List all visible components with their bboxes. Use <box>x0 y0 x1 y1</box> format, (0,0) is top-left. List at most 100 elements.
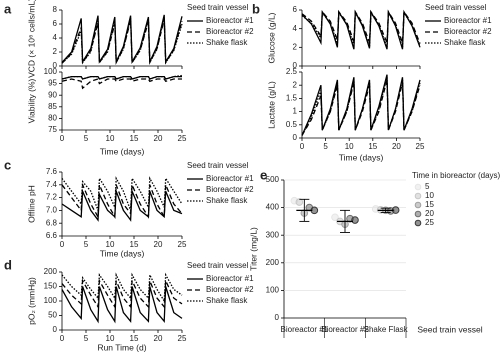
x-tick-label: 0 <box>60 240 65 249</box>
y-tick-label: 100 <box>44 67 58 76</box>
legend-label: Bioreactor #1 <box>206 274 254 283</box>
panel-label: e <box>260 167 267 182</box>
data-line <box>61 184 183 220</box>
y-axis-title: pO₂ (mmHg) <box>26 277 36 325</box>
legend-swatch <box>414 210 422 218</box>
legend-label: Bioreactor #2 <box>206 185 254 194</box>
y-tick-label: 0 <box>53 61 58 70</box>
x-tick-label: 20 <box>154 334 163 343</box>
data-line <box>61 74 183 80</box>
x-axis-title: Run Time (d) <box>97 342 146 352</box>
y-tick-label: 400 <box>266 203 280 212</box>
data-line <box>61 190 183 222</box>
y-axis-title: Viability (%) <box>26 78 36 123</box>
y-tick-label: 6 <box>293 5 298 14</box>
y-tick-label: 100 <box>266 286 280 295</box>
x-tick-label: 15 <box>130 334 139 343</box>
x-tick-label: 15 <box>130 134 139 143</box>
x-tick-label: 25 <box>178 240 187 249</box>
data-point <box>295 198 304 206</box>
x-tick-label: 20 <box>392 142 401 151</box>
legend-label: Bioreactor #2 <box>206 27 254 36</box>
legend-label: 25 <box>425 218 434 227</box>
data-line <box>301 77 421 136</box>
x-tick-label: 5 <box>323 142 328 151</box>
y-tick-label: 6.8 <box>46 218 58 227</box>
x-tick-label: 5 <box>84 134 89 143</box>
x-tick-label: 25 <box>416 142 425 151</box>
y-tick-label: 6.6 <box>46 231 58 240</box>
x-tick-label: Bioreactor #1 <box>281 325 329 334</box>
y-axis-title: Lactate (g/L) <box>266 81 276 129</box>
x-tick-label: 0 <box>60 334 65 343</box>
legend-label: Bioreactor #2 <box>444 27 492 36</box>
legend-swatch <box>414 201 422 209</box>
legend-title: Time in bioreactor (days) <box>412 171 500 180</box>
legend-label: Shake flask <box>206 196 248 205</box>
data-line <box>61 176 183 211</box>
data-point <box>351 216 359 224</box>
y-tick-label: 75 <box>48 125 57 134</box>
y-tick-label: 7.6 <box>46 167 58 176</box>
y-tick-label: 95 <box>48 79 57 88</box>
data-point <box>331 213 339 222</box>
legend-label: Shake flask <box>206 296 248 305</box>
y-axis-title: Titer (mg/L) <box>248 227 258 271</box>
y-tick-label: 7.0 <box>46 206 58 215</box>
y-tick-label: 0 <box>53 325 58 334</box>
x-tick-label: 10 <box>345 142 354 151</box>
y-tick-label: 0 <box>293 61 298 70</box>
x-tick-label: 25 <box>178 334 187 343</box>
legend-label: 15 <box>425 200 434 209</box>
y-tick-label: 500 <box>266 175 280 184</box>
legend-title: Seed train vessel <box>187 161 249 170</box>
legend-swatch <box>414 183 422 191</box>
y-tick-label: 50 <box>48 311 57 320</box>
x-axis-title: Seed train vessel <box>417 324 482 334</box>
x-tick-label: 10 <box>106 240 115 249</box>
panel-label: d <box>4 257 12 272</box>
y-tick-label: 0 <box>293 133 298 142</box>
x-tick-label: 15 <box>130 240 139 249</box>
x-tick-label: 15 <box>368 142 377 151</box>
y-tick-label: 7.4 <box>46 180 58 189</box>
data-line <box>61 286 183 324</box>
x-axis-title: Time (days) <box>100 248 145 258</box>
x-tick-label: 20 <box>154 240 163 249</box>
data-line <box>301 9 421 44</box>
y-axis-title: Offline pH <box>26 185 36 223</box>
y-axis-title: VCD (× 10⁶ cells/mL) <box>26 0 36 78</box>
y-tick-label: 6 <box>53 19 58 28</box>
legend-label: Bioreactor #1 <box>444 16 492 25</box>
data-line <box>301 10 421 48</box>
x-tick-label: Bioreactor #2 <box>321 325 369 334</box>
x-tick-label: 10 <box>106 334 115 343</box>
y-tick-label: 8 <box>53 5 58 14</box>
y-tick-label: 4 <box>53 33 58 42</box>
y-tick-label: 4 <box>293 24 298 33</box>
x-tick-label: 25 <box>178 134 187 143</box>
legend-label: 5 <box>425 182 430 191</box>
y-tick-label: 85 <box>48 102 57 111</box>
y-tick-label: 0.5 <box>286 120 298 129</box>
x-tick-label: Shake Flask <box>364 325 409 334</box>
y-tick-label: 200 <box>266 258 280 267</box>
y-tick-label: 90 <box>48 90 57 99</box>
y-tick-label: 2 <box>293 42 298 51</box>
y-tick-label: 1 <box>293 107 298 116</box>
y-tick-label: 7.2 <box>46 193 58 202</box>
y-tick-label: 100 <box>44 296 58 305</box>
x-axis-title: Time (days) <box>100 146 145 156</box>
y-tick-label: 80 <box>48 114 57 123</box>
y-tick-label: 300 <box>266 230 280 239</box>
y-tick-label: 150 <box>44 282 58 291</box>
x-tick-label: 0 <box>300 142 305 151</box>
y-tick-label: 2.5 <box>286 67 298 76</box>
panel-label: b <box>252 1 260 16</box>
y-tick-label: 200 <box>44 267 58 276</box>
data-line <box>61 19 183 66</box>
legend-swatch <box>414 219 422 227</box>
legend-title: Seed train vessel <box>425 3 487 12</box>
x-tick-label: 20 <box>154 134 163 143</box>
